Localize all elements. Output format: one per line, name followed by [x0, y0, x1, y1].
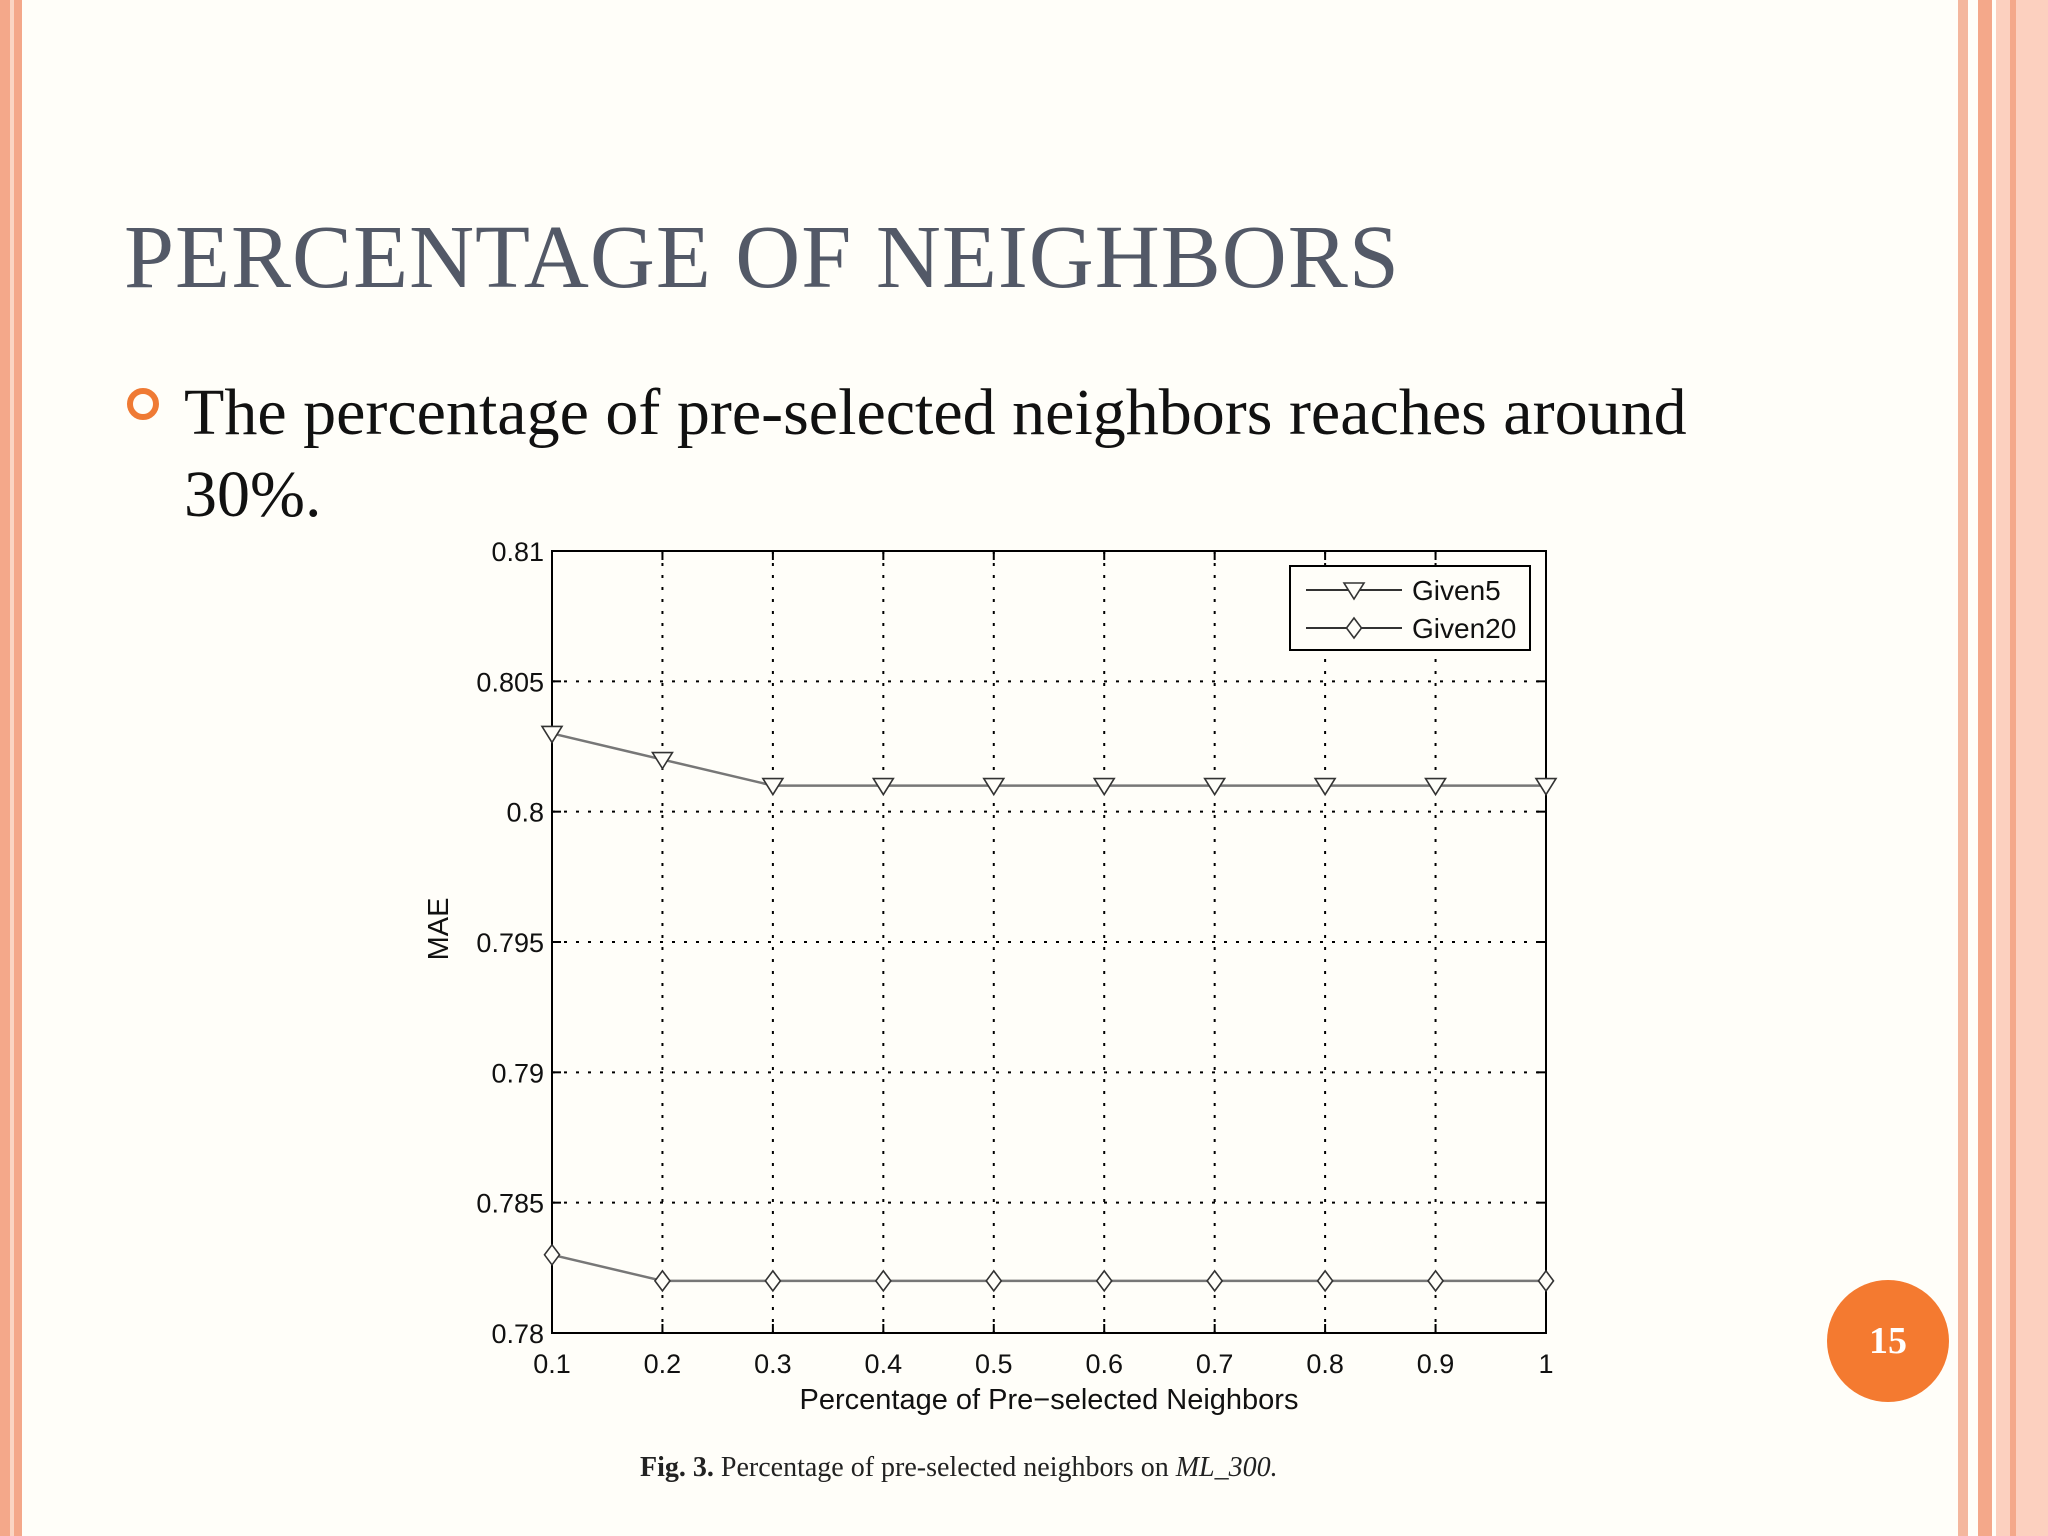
y-tick-label: 0.8 — [506, 798, 544, 828]
x-tick-label: 1 — [1538, 1349, 1553, 1379]
bullet-text: The percentage of pre-selected neighbors… — [184, 376, 1687, 531]
caption-dataset: ML_300. — [1175, 1452, 1278, 1483]
triangle-down-marker — [1342, 582, 1366, 601]
x-tick-label: 0.7 — [1196, 1349, 1234, 1379]
legend-label: Given5 — [1412, 575, 1501, 606]
x-tick-label: 0.1 — [533, 1349, 571, 1379]
triangle-down-marker — [871, 777, 895, 797]
left-border-highlight — [10, 0, 14, 1536]
figure-caption: Fig. 3. Percentage of pre-selected neigh… — [640, 1452, 1278, 1484]
legend: Given5 Given20 — [1289, 565, 1531, 651]
triangle-down-marker — [1534, 777, 1558, 797]
legend-box — [1289, 565, 1531, 651]
triangle-down-marker — [540, 725, 564, 744]
x-tick-label: 0.8 — [1306, 1349, 1344, 1379]
diamond-marker — [1095, 1269, 1113, 1293]
diamond-marker — [874, 1269, 892, 1293]
triangle-down-marker — [651, 751, 674, 771]
diamond-marker — [653, 1269, 671, 1293]
right-border-strip-3 — [1996, 0, 2048, 1536]
right-border-strip-1 — [1958, 0, 1968, 1536]
diamond-marker — [1427, 1269, 1445, 1293]
x-axis-label: Percentage of Pre−selected Neighbors — [800, 1384, 1299, 1416]
triangle-down-marker — [1203, 777, 1227, 797]
right-border-strip-2 — [1978, 0, 1992, 1536]
caption-text: Percentage of pre-selected neighbors on — [720, 1452, 1176, 1483]
triangle-down-marker — [1424, 777, 1447, 797]
triangle-down-marker — [982, 777, 1006, 797]
y-tick-label: 0.78 — [491, 1319, 544, 1349]
diamond-marker — [1537, 1269, 1555, 1293]
caption-label: Fig. 3. — [640, 1452, 714, 1483]
series-line-given20 — [551, 1253, 1546, 1283]
diamond-marker — [985, 1269, 1003, 1293]
series-line-given5 — [551, 732, 1546, 787]
plot-frame — [551, 550, 1547, 1334]
x-tick-label: 0.6 — [1085, 1349, 1123, 1379]
y-tick-label: 0.805 — [476, 667, 544, 697]
y-tick-label: 0.795 — [476, 928, 544, 958]
x-tick-label: 0.2 — [644, 1349, 682, 1379]
grid-lines — [552, 551, 1546, 1333]
slide-title: PERCENTAGE OF NEIGHBORS — [124, 208, 1400, 307]
mae-line-chart: 0.1 0.2 0.3 0.4 0.5 0.6 0.7 0.8 0.9 1 0.78 0.785 0.7… — [423, 537, 1558, 1416]
page-number-badge: 15 — [1827, 1280, 1949, 1402]
y-tick-label: 0.81 — [491, 537, 544, 567]
triangle-down-marker — [761, 777, 785, 797]
y-axis-label: MAE — [423, 898, 455, 961]
bullet-circle-icon — [127, 388, 159, 420]
axis-ticks: 0.1 0.2 0.3 0.4 0.5 0.6 0.7 0.8 0.9 1 0.78 0.785 0.7… — [476, 537, 1553, 1379]
diamond-marker — [543, 1243, 561, 1267]
x-tick-label: 0.9 — [1417, 1349, 1455, 1379]
triangle-down-marker — [1313, 777, 1337, 797]
right-border-strip-4 — [2010, 0, 2016, 1536]
diamond-marker — [1316, 1269, 1334, 1293]
diamond-marker — [1345, 616, 1363, 640]
x-tick-label: 0.4 — [865, 1349, 903, 1379]
y-tick-label: 0.785 — [476, 1189, 544, 1219]
x-tick-label: 0.5 — [975, 1349, 1013, 1379]
series-lines — [540, 725, 1558, 1293]
y-tick-label: 0.79 — [491, 1058, 544, 1088]
triangle-down-marker — [1092, 777, 1116, 797]
x-tick-label: 0.3 — [754, 1349, 792, 1379]
diamond-marker — [1206, 1269, 1224, 1293]
diamond-marker — [764, 1269, 782, 1293]
legend-label: Given20 — [1412, 613, 1516, 644]
